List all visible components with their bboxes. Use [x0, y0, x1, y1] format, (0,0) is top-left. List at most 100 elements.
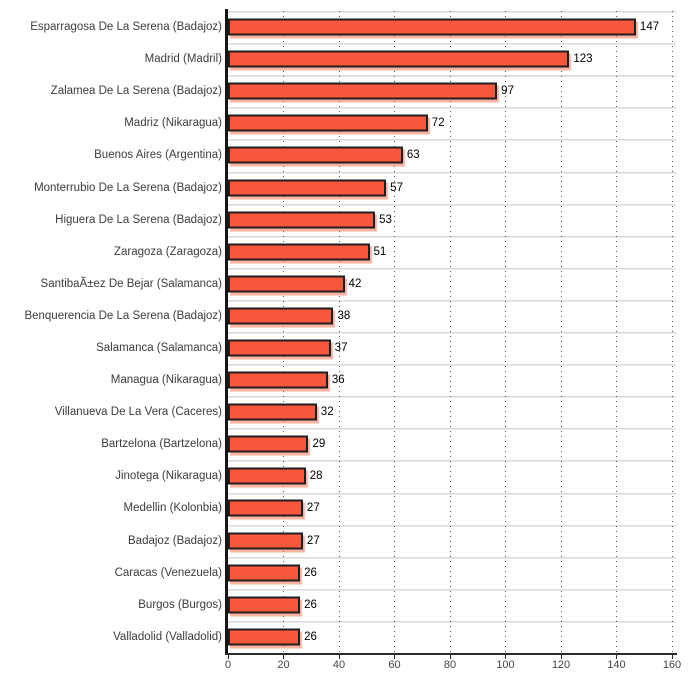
chart-row: 97 [228, 75, 676, 107]
row-separator [228, 299, 676, 302]
vertical-gridline [505, 11, 506, 653]
bar [228, 371, 328, 389]
row-separator [228, 460, 676, 463]
x-tick-mark [560, 655, 562, 659]
category-label: Madriz (Nikaragua) [124, 117, 222, 130]
category-label: SantibaÃ±ez De Bejar (Salamanca) [40, 277, 222, 290]
category-label: Managua (Nikaragua) [110, 374, 222, 387]
bar-value-label: 123 [573, 53, 593, 66]
y-axis-line [225, 9, 228, 655]
row-separator [228, 556, 676, 559]
x-tick-label: 140 [607, 659, 626, 671]
x-tick-label: 40 [332, 659, 346, 671]
vertical-gridline [394, 11, 395, 653]
bar-value-label: 97 [501, 85, 514, 98]
bar-value-label: 28 [309, 470, 323, 483]
chart-row: 51 [228, 236, 676, 268]
category-label: Zaragoza (Zaragoza) [113, 245, 222, 258]
bar-value-label: 42 [348, 277, 362, 290]
bars-layer: 147 123 97 72 63 57 53 51 42 38 37 36 32… [228, 11, 676, 653]
x-tick-mark [616, 655, 617, 659]
category-label: Bartzelona (Bartzelona) [101, 438, 222, 451]
bar [228, 50, 570, 68]
row-separator [228, 139, 676, 142]
chart-row: 38 [228, 300, 676, 332]
x-tick-label: 80 [443, 659, 457, 671]
category-label: Medellin (Kolonbia) [123, 502, 222, 515]
chart-row: 57 [228, 171, 676, 203]
bar [228, 275, 345, 293]
row-separator [228, 492, 676, 495]
bar-value-label: 27 [306, 534, 320, 547]
category-label: Monterrubio De La Serena (Badajoz) [34, 181, 222, 194]
bar-value-label: 72 [431, 117, 445, 130]
x-tick-mark [394, 655, 395, 659]
bar-value-label: 32 [320, 406, 334, 419]
row-separator [228, 524, 676, 527]
category-label: Zalamea De La Serena (Badajoz) [50, 85, 222, 98]
chart-row: 53 [228, 204, 676, 236]
vertical-gridline [338, 11, 340, 653]
category-label: Esparragosa De La Serena (Badajoz) [30, 21, 222, 34]
chart-row: 26 [228, 589, 676, 621]
row-separator [228, 588, 676, 591]
x-tick-mark [671, 655, 673, 659]
bar [228, 403, 317, 421]
bar [228, 339, 331, 357]
x-tick-label: 100 [496, 659, 515, 671]
bar-value-label: 26 [304, 598, 317, 611]
bar [228, 82, 498, 100]
category-label: Salamanca (Salamanca) [96, 341, 222, 354]
bar [228, 467, 306, 485]
category-label: Madrid (Madril) [144, 53, 222, 66]
row-separator [228, 332, 676, 334]
category-label: Burgos (Burgos) [138, 598, 222, 611]
chart-row: 37 [228, 332, 676, 364]
x-tick-label: 160 [662, 659, 682, 671]
chart-row: 123 [228, 43, 676, 75]
x-tick-label: 20 [277, 659, 290, 671]
bar [228, 628, 301, 646]
bar-value-label: 26 [304, 630, 317, 643]
bar [228, 596, 301, 614]
category-label: Buenos Aires (Argentina) [94, 149, 222, 162]
bar [228, 564, 301, 582]
category-label: Caracas (Venezuela) [114, 566, 222, 579]
bar-value-label: 27 [306, 502, 320, 515]
x-tick-mark [227, 655, 229, 659]
x-tick-mark [449, 655, 451, 659]
chart-row: 27 [228, 492, 676, 524]
bar-value-label: 26 [304, 566, 317, 579]
chart-row: 26 [228, 557, 676, 589]
row-separator [228, 107, 676, 110]
chart-row: 29 [228, 428, 676, 460]
x-axis-ticks: 0 20 40 60 80 100 120 140 160 [225, 655, 681, 675]
row-separators-layer [228, 11, 676, 653]
category-label: Badajoz (Badajoz) [128, 534, 222, 547]
x-tick-label: 0 [224, 659, 232, 671]
vertical-gridline [449, 11, 451, 653]
x-tick-label: 120 [551, 659, 571, 671]
category-labels: Esparragosa De La Serena (Badajoz) Madrid… [0, 11, 222, 653]
chart-row: 147 [228, 11, 676, 43]
row-separator [228, 396, 676, 399]
row-separator [228, 235, 676, 238]
category-label: Villanueva De La Vera (Caceres) [54, 406, 222, 419]
bar-value-label: 147 [639, 21, 660, 34]
vertical-gridline [671, 11, 673, 653]
x-tick-mark [283, 655, 284, 659]
bar [228, 146, 403, 164]
row-separator [228, 364, 676, 367]
vertical-gridline [616, 11, 617, 653]
chart-row: 27 [228, 525, 676, 557]
chart-row: 36 [228, 364, 676, 396]
category-label: Valladolid (Valladolid) [113, 630, 222, 643]
chart-row: 28 [228, 460, 676, 492]
x-tick-mark [338, 655, 340, 659]
bar [228, 435, 309, 453]
category-label: Benquerencia De La Serena (Badajoz) [24, 309, 222, 322]
chart-row: 26 [228, 621, 676, 653]
gridlines-layer [228, 11, 676, 653]
bar-value-label: 63 [406, 149, 420, 162]
bar [228, 532, 303, 550]
